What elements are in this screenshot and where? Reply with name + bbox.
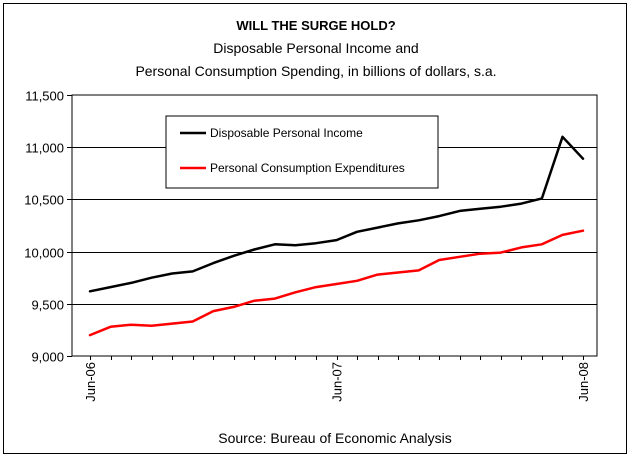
chart-source: Source: Bureau of Economic Analysis [218,430,451,446]
series-line-consumption-expenditures [88,229,585,337]
series-line-disposable-income [88,135,585,293]
y-tick-label: 11,500 [25,89,64,104]
x-tick-label: Jun-07 [330,362,345,402]
legend-box [165,115,439,189]
y-tick-label: 9,000 [31,350,64,365]
chart-subtitle-line-2: Personal Consumption Spending, in billio… [135,63,496,79]
y-tick-label: 11,000 [25,141,64,156]
x-axis: Jun-06 Jun-07 Jun-08 [83,356,591,402]
x-tick-label: Jun-06 [83,362,98,402]
x-tick-label: Jun-08 [576,362,591,402]
legend-label-disposable-income: Disposable Personal Income [210,126,363,140]
chart-title: WILL THE SURGE HOLD? [236,18,395,33]
legend: Disposable Personal Income Personal Cons… [165,115,439,189]
series-lines [88,135,585,337]
y-axis: 9,000 9,500 10,000 10,500 11,000 11,500 [24,89,72,365]
y-tick-label: 10,000 [24,246,64,261]
legend-label-consumption-expenditures: Personal Consumption Expenditures [210,161,405,175]
y-tick-label: 10,500 [24,193,64,208]
y-tick-label: 9,500 [31,298,64,313]
chart-subtitle-line-1: Disposable Personal Income and [213,40,418,56]
